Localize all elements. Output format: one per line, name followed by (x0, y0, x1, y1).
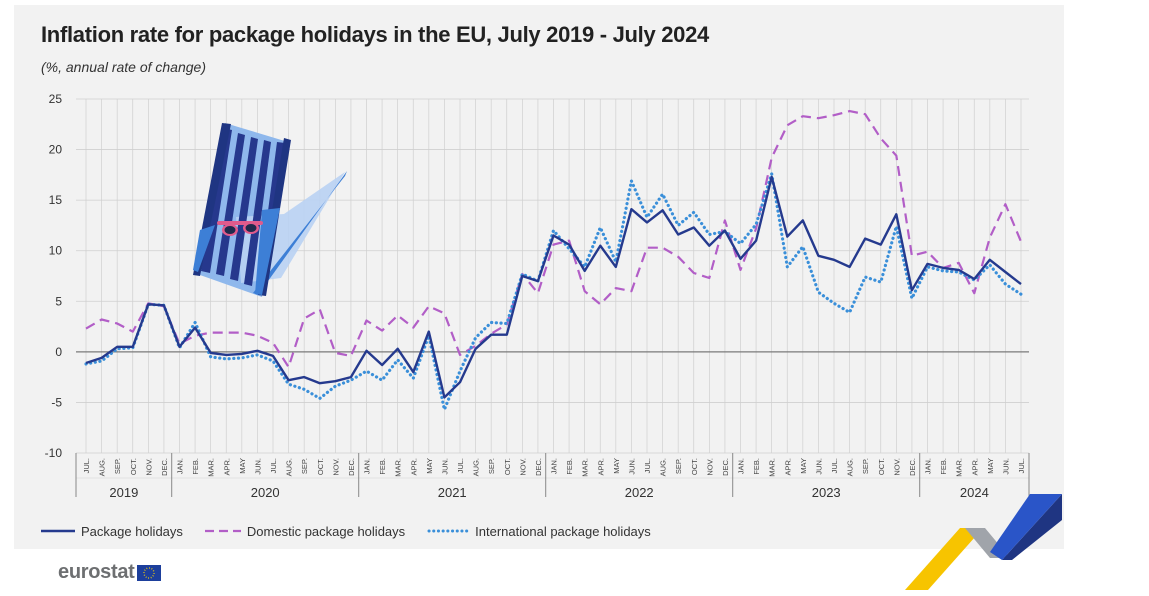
x-tick-label: JAN. (737, 458, 746, 474)
x-tick-label: SEP. (113, 458, 122, 474)
y-tick-label: 15 (49, 193, 63, 207)
chart-legend: Package holidays Domestic package holida… (41, 521, 673, 541)
legend-swatch-dashed (204, 529, 241, 533)
x-tick-label: JUN. (814, 458, 823, 475)
year-label: 2022 (625, 485, 654, 500)
x-tick-label: DEC. (721, 458, 730, 476)
x-tick-label: JUN. (627, 458, 636, 475)
x-tick-label: JAN. (363, 458, 372, 474)
x-tick-label: APR. (409, 458, 418, 476)
year-label: 2023 (812, 485, 841, 500)
x-tick-label: FEB. (939, 458, 948, 475)
x-tick-label: MAR. (955, 458, 964, 477)
x-tick-label: JUL. (1017, 458, 1026, 473)
x-tick-label: SEP. (300, 458, 309, 474)
beach-chair-icon (193, 123, 347, 297)
year-label: 2021 (438, 485, 467, 500)
year-label: 2019 (109, 485, 138, 500)
legend-swatch-dotted (427, 529, 469, 533)
year-label: 2024 (960, 485, 989, 500)
x-tick-label: FEB. (191, 458, 200, 475)
x-tick-label: OCT. (877, 458, 886, 475)
x-tick-label: AUG. (285, 458, 294, 476)
x-tick-label: OCT. (316, 458, 325, 475)
x-tick-label: NOV. (705, 458, 714, 476)
legend-item-international: International package holidays (427, 524, 651, 539)
x-tick-label: AUG. (98, 458, 107, 476)
x-tick-label: NOV. (892, 458, 901, 476)
x-tick-label: MAY (238, 458, 247, 474)
y-tick-label: 0 (55, 345, 62, 359)
year-label: 2020 (251, 485, 280, 500)
x-tick-label: OCT. (129, 458, 138, 475)
x-tick-label: NOV. (518, 458, 527, 476)
x-tick-label: JUL. (269, 458, 278, 473)
x-tick-label: JAN. (924, 458, 933, 474)
x-tick-label: JAN. (176, 458, 185, 474)
series-line-dotted (84, 172, 1023, 412)
eu-flag-icon (136, 564, 161, 581)
y-tick-label: 25 (49, 92, 63, 106)
x-tick-label: NOV. (144, 458, 153, 476)
chart-subtitle: (%, annual rate of change) (41, 59, 206, 75)
x-tick-label: FEB. (565, 458, 574, 475)
x-tick-label: DEC. (908, 458, 917, 476)
x-tick-label: OCT. (503, 458, 512, 475)
x-tick-label: JUL. (643, 458, 652, 473)
legend-item-package: Package holidays (41, 524, 183, 539)
x-tick-label: SEP. (674, 458, 683, 474)
x-tick-label: SEP. (487, 458, 496, 474)
legend-label: Package holidays (81, 523, 183, 539)
x-tick-label: APR. (783, 458, 792, 476)
x-tick-label: JUL. (830, 458, 839, 473)
x-tick-label: FEB. (378, 458, 387, 475)
sunglasses-icon (217, 221, 263, 236)
y-tick-label: 20 (49, 143, 63, 157)
x-tick-label: AUG. (472, 458, 481, 476)
x-tick-label: JUL. (456, 458, 465, 473)
x-tick-label: DEC. (160, 458, 169, 476)
x-tick-label: AUG. (659, 458, 668, 476)
x-tick-label: APR. (970, 458, 979, 476)
x-tick-label: MAY (986, 458, 995, 474)
x-tick-label: MAR. (768, 458, 777, 477)
legend-swatch-solid (41, 529, 75, 533)
legend-label: International package holidays (475, 523, 651, 539)
eurostat-logo: eurostat (58, 561, 161, 584)
series-line-dashed (85, 109, 1023, 369)
x-tick-label: DEC. (534, 458, 543, 476)
x-tick-label: MAY (612, 458, 621, 474)
y-tick-label: -10 (45, 446, 63, 460)
x-tick-label: FEB. (752, 458, 761, 475)
x-tick-label: APR. (222, 458, 231, 476)
x-tick-label: DEC. (347, 458, 356, 476)
legend-label: Domestic package holidays (246, 523, 406, 539)
logo-text: eurostat (58, 561, 135, 583)
x-tick-label: NOV. (331, 458, 340, 476)
series-line-solid (85, 175, 1022, 399)
x-tick-label: JUN. (1001, 458, 1010, 475)
x-tick-label: MAY (425, 458, 434, 474)
corner-decoration (905, 494, 1062, 590)
x-tick-label: OCT. (690, 458, 699, 475)
x-tick-label: MAR. (581, 458, 590, 477)
x-tick-label: JUL. (82, 458, 91, 473)
x-tick-label: MAR. (207, 458, 216, 477)
x-tick-label: AUG. (846, 458, 855, 476)
x-tick-label: JUN. (440, 458, 449, 475)
x-tick-label: MAY (799, 458, 808, 474)
legend-item-domestic: Domestic package holidays (204, 523, 406, 539)
x-tick-label: SEP. (861, 458, 870, 474)
chart-title: Inflation rate for package holidays in t… (41, 22, 709, 47)
x-tick-label: MAR. (394, 458, 403, 477)
x-tick-label: JAN. (550, 458, 559, 474)
y-tick-label: 5 (55, 294, 62, 308)
x-tick-label: JUN. (253, 458, 262, 475)
y-tick-label: -5 (51, 395, 62, 409)
x-tick-label: APR. (596, 458, 605, 476)
y-tick-label: 10 (49, 244, 63, 258)
